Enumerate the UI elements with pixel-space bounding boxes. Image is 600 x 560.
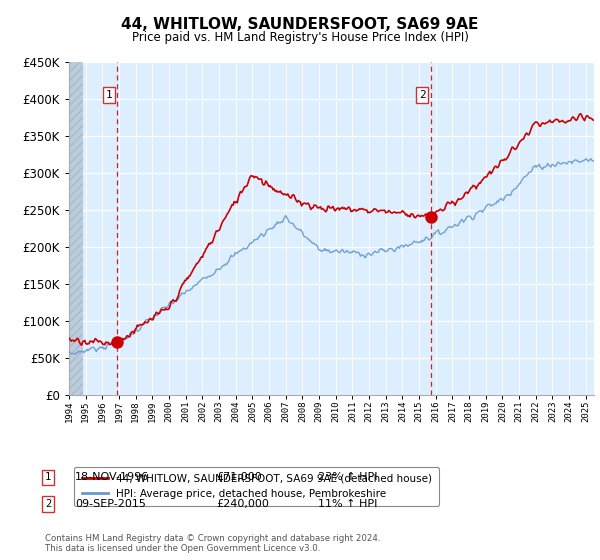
Text: Price paid vs. HM Land Registry's House Price Index (HPI): Price paid vs. HM Land Registry's House … <box>131 31 469 44</box>
Text: 1: 1 <box>106 90 112 100</box>
Text: 1: 1 <box>45 472 51 482</box>
Text: 23% ↑ HPI: 23% ↑ HPI <box>318 472 377 482</box>
Text: 2: 2 <box>45 499 51 509</box>
Text: £71,000: £71,000 <box>216 472 262 482</box>
Text: 18-NOV-1996: 18-NOV-1996 <box>75 472 149 482</box>
Text: 11% ↑ HPI: 11% ↑ HPI <box>318 499 377 509</box>
Text: Contains HM Land Registry data © Crown copyright and database right 2024.
This d: Contains HM Land Registry data © Crown c… <box>45 534 380 553</box>
Text: 09-SEP-2015: 09-SEP-2015 <box>75 499 146 509</box>
Legend: 44, WHITLOW, SAUNDERSFOOT, SA69 9AE (detached house), HPI: Average price, detach: 44, WHITLOW, SAUNDERSFOOT, SA69 9AE (det… <box>74 466 439 506</box>
Text: £240,000: £240,000 <box>216 499 269 509</box>
Text: 44, WHITLOW, SAUNDERSFOOT, SA69 9AE: 44, WHITLOW, SAUNDERSFOOT, SA69 9AE <box>121 17 479 32</box>
Bar <box>69 62 83 395</box>
Text: 2: 2 <box>419 90 426 100</box>
